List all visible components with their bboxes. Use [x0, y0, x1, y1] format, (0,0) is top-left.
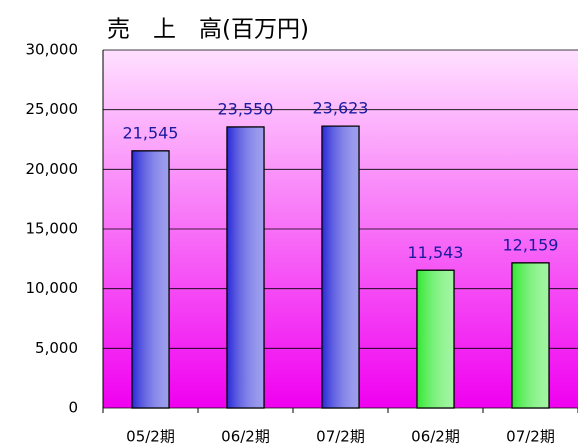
x-tick-label: 05/2期: [126, 428, 175, 446]
y-tick-label: 10,000: [26, 279, 79, 297]
bar-shine: [321, 125, 360, 409]
bar-shine: [226, 126, 265, 409]
y-tick-label: 0: [68, 399, 78, 417]
chart-title: 売 上 高(百万円): [107, 17, 309, 43]
value-label: 11,543: [408, 243, 464, 262]
bar-shine: [131, 150, 170, 409]
y-tick-label: 5,000: [35, 339, 78, 357]
x-tick-label: 06/2期: [221, 428, 270, 446]
x-tick-label: 07/2期: [506, 428, 555, 446]
value-label: 12,159: [503, 235, 559, 254]
value-label: 23,550: [218, 99, 274, 118]
x-tick-label: 07/2期: [316, 428, 365, 446]
value-label: 23,623: [313, 99, 369, 118]
y-tick-label: 20,000: [26, 160, 79, 178]
y-tick-label: 25,000: [26, 100, 79, 118]
x-tick-label: 06/2期: [411, 428, 460, 446]
y-tick-label: 30,000: [26, 41, 79, 59]
bar-shine: [416, 269, 455, 409]
value-label: 21,545: [123, 123, 179, 142]
bar-shine: [511, 262, 550, 409]
y-tick-label: 15,000: [26, 220, 79, 238]
